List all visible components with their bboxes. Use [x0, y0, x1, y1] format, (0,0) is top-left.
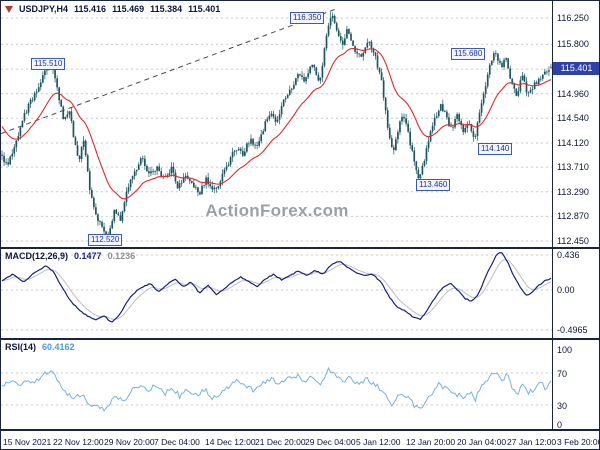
price-annotation: 116.350: [290, 12, 325, 24]
price-axis-tick: 113.710: [557, 162, 589, 172]
price-axis-tick: 116.250: [557, 13, 589, 23]
price-annotation: 112.520: [88, 234, 123, 246]
current-price-label: 115.401: [553, 62, 599, 75]
price-axis-tick: 114.540: [557, 113, 589, 123]
time-axis-label: 14 Dec 12:00: [205, 437, 256, 447]
price-axis-tick: 114.960: [557, 89, 589, 99]
price-annotation: 115.680: [451, 48, 486, 60]
panel-divider: [1, 429, 599, 431]
bar-open: 115.416: [74, 4, 107, 14]
time-axis-label: 15 Nov 2021: [3, 437, 52, 447]
rsi-value: 60.4162: [42, 342, 75, 352]
price-annotation: 113.460: [416, 179, 451, 191]
price-axis-tick: 115.800: [557, 39, 589, 49]
price-axis-tick: 114.120: [557, 138, 589, 148]
price-axis-tick: 113.290: [557, 187, 589, 197]
macd-signal-value: 0.1236: [107, 251, 136, 261]
watermark: ActionForex.com: [205, 201, 349, 220]
ma-line: [1, 47, 552, 200]
price-axis-tick: 112.870: [557, 211, 589, 221]
rsi-axis-tick: 100: [557, 345, 573, 355]
macd-axis-tick: 0.436: [557, 250, 580, 260]
rsi-line: [1, 366, 552, 412]
rsi-header: RSI(14) 60.4162: [5, 342, 75, 352]
time-axis-label: 12 Jan 20:00: [406, 437, 456, 447]
symbol-period: USDJPY,H4: [19, 4, 69, 14]
macd-value: 0.1477: [74, 251, 102, 261]
macd-axis-tick: 0.00: [557, 285, 575, 295]
bar-high: 115.469: [112, 4, 145, 14]
price-annotation: 115.510: [31, 58, 66, 70]
time-axis-label: 22 Nov 12:00: [53, 437, 104, 447]
price-annotation: 114.140: [478, 143, 513, 155]
macd-signal-line: [1, 259, 552, 320]
rsi-axis-tick: 70: [557, 369, 568, 379]
time-axis-label: 7 Dec 04:00: [154, 437, 200, 447]
symbol-header: USDJPY,H4 115.416 115.469 115.384 115.40…: [5, 4, 220, 14]
time-axis-label: 27 Jan 12:00: [507, 437, 557, 447]
price-axis-tick: 112.450: [557, 236, 589, 246]
panel-divider: [1, 247, 599, 249]
macd-axis-tick: -0.4965: [557, 325, 588, 335]
trendline: [1, 8, 336, 135]
candle-wicks: [1, 12, 552, 240]
time-axis-label: 29 Nov 20:00: [104, 437, 155, 447]
macd-label: MACD(12,26,9): [5, 251, 69, 261]
macd-line: [1, 251, 552, 323]
macd-header: MACD(12,26,9) 0.1477 0.1236: [5, 251, 135, 261]
bar-close: 115.401: [188, 4, 221, 14]
bar-low: 115.384: [150, 4, 183, 14]
price-axis-line: [552, 1, 553, 431]
time-axis-label: 29 Dec 04:00: [305, 437, 356, 447]
time-axis-label: 20 Jan 04:00: [457, 437, 507, 447]
rsi-axis-tick: 0: [557, 420, 563, 430]
time-axis-label: 5 Jan 12:00: [356, 437, 401, 447]
chart-icon: [5, 5, 13, 13]
time-axis-label: 3 Feb 20:00: [557, 437, 600, 447]
panel-divider: [1, 338, 599, 340]
rsi-label: RSI(14): [5, 342, 37, 352]
time-axis-label: 21 Dec 20:00: [255, 437, 306, 447]
rsi-axis-tick: 30: [557, 401, 568, 411]
